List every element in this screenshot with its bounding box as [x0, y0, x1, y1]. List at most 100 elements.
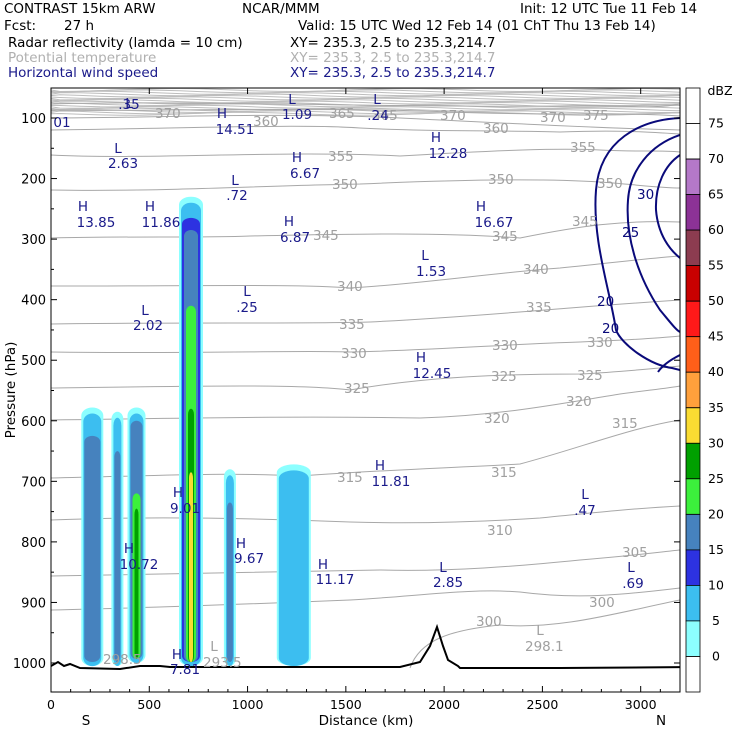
reflectivity-core [84, 435, 101, 662]
theta-top-contour [51, 97, 680, 102]
colorbar-label: 70 [708, 151, 724, 166]
theta-345 [51, 221, 680, 239]
field-wind-xy: XY= 235.3, 2.5 to 235.3,214.7 [290, 65, 496, 81]
colorbar-swatch [685, 585, 701, 622]
theta-300 [51, 587, 680, 611]
colorbar-swatch [685, 371, 701, 409]
theta-label: 325 [344, 381, 370, 397]
extremum-value: 7.81 [170, 662, 200, 678]
extremum-value: 14.51 [216, 122, 255, 138]
wind-20-contour-low [657, 354, 680, 373]
theta-label: 345 [572, 214, 598, 230]
colorbar-swatch [685, 620, 701, 657]
theta-top-contour [51, 89, 680, 94]
extremum-value: 13.85 [77, 215, 116, 231]
extremum-value: 1.53 [416, 264, 446, 280]
extremum-label: L [231, 173, 239, 189]
reflectivity-core [226, 502, 233, 662]
colorbar-label: 30 [708, 435, 724, 450]
theta-365 [51, 114, 680, 131]
theta-top-contour [51, 108, 680, 114]
colorbar-label: 5 [712, 613, 720, 628]
x-axis-title: Distance (km) [319, 713, 414, 729]
extremum-value: 01 [53, 115, 70, 131]
theta-360 [51, 125, 680, 135]
extremum-label: H [292, 150, 302, 166]
colorbar-label: 65 [708, 187, 724, 202]
field-theta: Potential temperature [8, 50, 157, 66]
theta-375 [51, 102, 680, 108]
theta-label: 370 [155, 106, 181, 122]
theta-label: 325 [491, 369, 517, 385]
extremum-label: H [318, 557, 328, 573]
colorbar-unit: dBZ [707, 83, 732, 98]
theta-370 [51, 108, 680, 117]
theta-label: 355 [570, 140, 596, 156]
extremum-label: L [627, 560, 635, 576]
theta-label: 300 [476, 614, 502, 630]
y-tick-label: 700 [21, 475, 46, 490]
extremum-value: .24 [367, 108, 388, 124]
theta-label: 315 [612, 416, 638, 432]
colorbar-swatch [685, 549, 701, 586]
theta-310 [51, 505, 680, 524]
colorbar-swatch [685, 87, 701, 124]
colorbar-label: 0 [712, 649, 720, 664]
colorbar-swatch [685, 336, 701, 373]
y-tick-label: 300 [21, 233, 46, 248]
wind-25-contour [626, 134, 680, 333]
chart-title: CONTRAST 15km ARW [4, 1, 156, 17]
terrain-line [51, 623, 680, 671]
theta-label: 325 [577, 368, 603, 384]
theta-label: 298.5 [103, 652, 142, 668]
theta-305 [51, 549, 680, 577]
extremum-value: 6.67 [290, 166, 320, 182]
extremum-value: 10.72 [120, 557, 159, 573]
extremum-value: 9.01 [170, 501, 200, 517]
wind-label: 20 [602, 321, 619, 337]
extremum-value: 11.81 [372, 474, 411, 490]
x-tick-label: 1000 [232, 697, 264, 712]
theta-label: 350 [488, 172, 514, 188]
theta-label: 320 [566, 394, 592, 410]
field-wind: Horizontal wind speed [8, 65, 159, 81]
extremum-label: L [581, 487, 589, 503]
extremum-label: L [125, 96, 133, 112]
forecast-label: Fcst: [4, 18, 37, 34]
extremum-label: L [114, 141, 122, 157]
x-end-label-north: N [656, 713, 666, 729]
theta-label: 300 [589, 595, 615, 611]
extremum-label: L [288, 92, 296, 108]
theta-298 [409, 599, 680, 669]
theta-label: 350 [332, 177, 358, 193]
extremum-label: L [210, 639, 218, 655]
colorbar-label: 50 [708, 293, 724, 308]
theta-label: 365 [372, 108, 398, 124]
reflectivity-core [134, 508, 139, 659]
y-tick-label: 200 [21, 173, 46, 188]
x-tick-label: 3000 [625, 697, 657, 712]
extremum-label: H [172, 647, 182, 663]
extremum-value: 2.02 [133, 318, 163, 334]
axes: 100 200 300 400 500 600 700 800 900 1000 0 500 1000 1… [13, 88, 680, 712]
theta-label: 330 [492, 338, 518, 354]
colorbar-swatch [685, 442, 701, 480]
extremum-value: .35 [118, 97, 139, 113]
extremum-label: H [124, 541, 134, 557]
theta-label: 298.1 [525, 639, 564, 655]
extremum-value: 11.86 [142, 215, 181, 231]
extremum-value: 2.63 [108, 156, 138, 172]
theta-label: 355 [328, 149, 354, 165]
theta-315 [51, 419, 680, 479]
y-tick-label: 900 [21, 596, 46, 611]
extremum-label: H [431, 130, 441, 146]
extremum-label: L [421, 248, 429, 264]
colorbar-label: 25 [708, 471, 724, 486]
extremum-label: H [416, 350, 426, 366]
y-tick-label: 100 [21, 112, 46, 127]
extremum-value: 1.09 [282, 107, 312, 123]
theta-label: 340 [337, 279, 363, 295]
theta-top-contour [51, 107, 680, 112]
theta-label: 335 [526, 300, 552, 316]
